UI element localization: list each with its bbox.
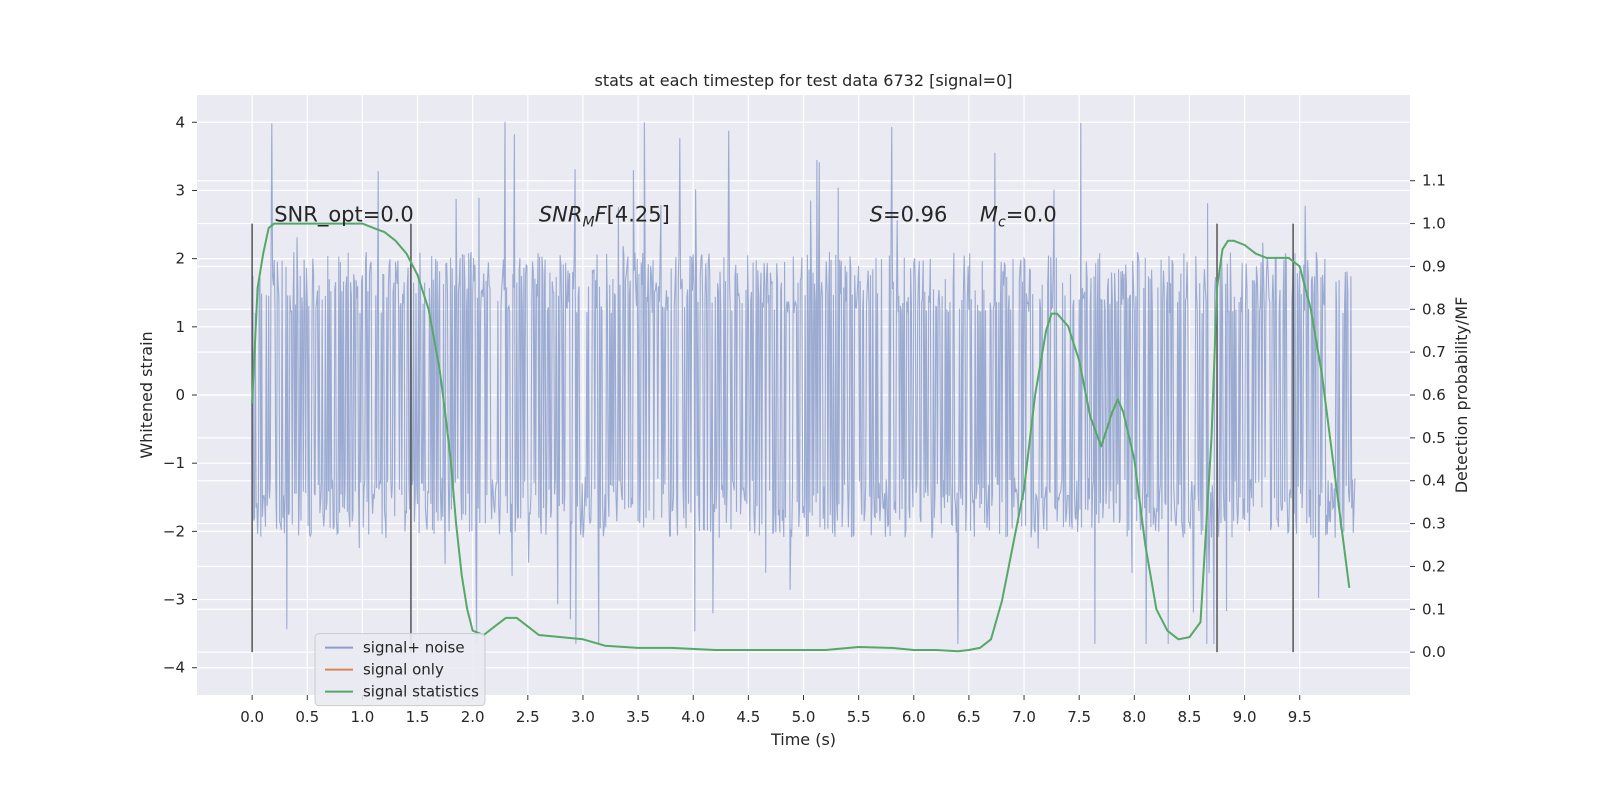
y-tick-label: 1 xyxy=(175,318,185,336)
x-tick-label: 6.5 xyxy=(957,708,981,726)
noise-series xyxy=(251,121,1356,644)
x-tick-label: 6.0 xyxy=(902,708,926,726)
x-tick-label: 8.0 xyxy=(1122,708,1146,726)
x-tick-label: 2.0 xyxy=(461,708,485,726)
annotation-snr-mf-value: [4.25] xyxy=(607,203,670,227)
legend: signal+ noise signal only signal statist… xyxy=(314,633,486,707)
x-tick-label: 5.0 xyxy=(792,708,816,726)
y-tick-label: −4 xyxy=(163,659,185,677)
x-tick-label: 2.5 xyxy=(516,708,540,726)
y2-tick-label: 0.3 xyxy=(1422,515,1446,533)
legend-entry-signal-only: signal only xyxy=(363,661,444,679)
y-tick-label: 0 xyxy=(175,386,185,404)
y2-tick-label: 0.5 xyxy=(1422,429,1446,447)
y-tick-label: 2 xyxy=(175,250,185,268)
statistics-series xyxy=(251,222,1351,653)
x-tick-label: 1.5 xyxy=(406,708,430,726)
axes: 0.0 0.5 1.0 1.5 2.0 2.5 3.0 3.5 4.0 4.5 5.0 5.5 6.0 6… xyxy=(163,113,1446,726)
x-axis-label: Time (s) xyxy=(770,730,836,749)
x-tick-label: 9.0 xyxy=(1233,708,1257,726)
legend-entry-signal-statistics: signal statistics xyxy=(363,683,479,701)
x-tick-label: 5.5 xyxy=(847,708,871,726)
x-tick-label: 3.0 xyxy=(571,708,595,726)
annotation-mc: Mc=0.0 xyxy=(980,203,1057,231)
annotation-snr-mf: SNRMF[4.25] xyxy=(539,203,670,231)
y2-axis-label: Detection probability/MF xyxy=(1452,297,1471,494)
y2-tick-label: 1.1 xyxy=(1422,172,1446,190)
y2-tick-label: 0.0 xyxy=(1422,643,1446,661)
x-tick-label: 0.0 xyxy=(240,708,264,726)
y-axis-label: Whitened strain xyxy=(137,331,156,458)
y-tick-label: −1 xyxy=(163,454,185,472)
y2-tick-label: 1.0 xyxy=(1422,215,1446,233)
x-tick-label: 1.0 xyxy=(350,708,374,726)
x-tick-label: 7.0 xyxy=(1012,708,1036,726)
x-tick-label: 7.5 xyxy=(1067,708,1091,726)
x-tick-label: 9.5 xyxy=(1288,708,1312,726)
y2-tick-label: 0.7 xyxy=(1422,343,1446,361)
vertical-markers xyxy=(251,223,1294,653)
annotation-s-value: =0.96 xyxy=(883,203,947,227)
y2-tick-label: 0.1 xyxy=(1422,600,1446,618)
noise-line xyxy=(251,121,1356,644)
annotation-mc-value: =0.0 xyxy=(1006,203,1057,227)
x-tick-label: 4.5 xyxy=(736,708,760,726)
y2-tick-label: 0.9 xyxy=(1422,257,1446,275)
y-tick-label: 4 xyxy=(175,113,185,131)
annotation-s: S=0.96 xyxy=(870,203,948,227)
y2-tick-label: 0.4 xyxy=(1422,472,1446,490)
x-tick-label: 3.5 xyxy=(626,708,650,726)
x-tick-label: 0.5 xyxy=(295,708,319,726)
legend-entry-signal-noise: signal+ noise xyxy=(363,639,465,657)
x-tick-label: 8.5 xyxy=(1178,708,1202,726)
y-tick-label: −2 xyxy=(163,522,185,540)
y2-tick-label: 0.2 xyxy=(1422,557,1446,575)
y2-tick-label: 0.6 xyxy=(1422,386,1446,404)
statistics-line xyxy=(251,222,1351,653)
y-tick-label: −3 xyxy=(163,591,185,609)
annotation-snr-opt: SNR_opt=0.0 xyxy=(274,203,414,228)
y2-tick-label: 0.8 xyxy=(1422,300,1446,318)
legend-box xyxy=(314,633,486,707)
chart-title: stats at each timestep for test data 673… xyxy=(594,71,1012,90)
x-tick-label: 4.0 xyxy=(681,708,705,726)
y-tick-label: 3 xyxy=(175,181,185,199)
